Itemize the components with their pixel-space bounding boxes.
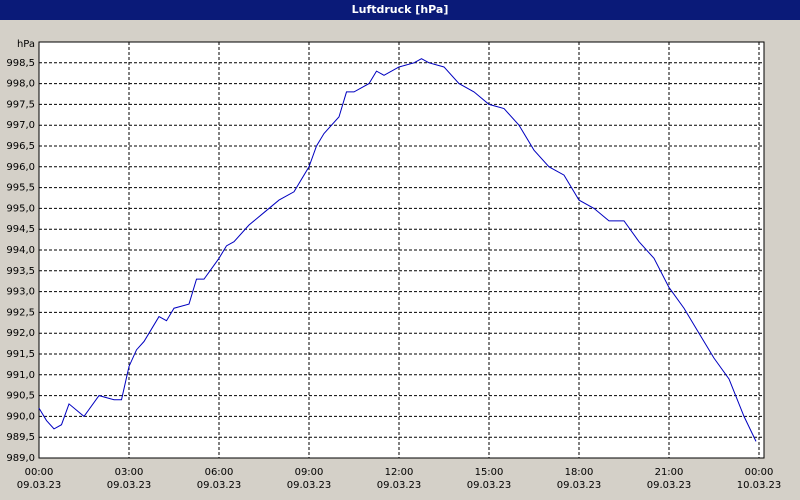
y-tick-label: 997,5 [6, 99, 35, 110]
y-tick-label: 991,0 [6, 370, 35, 381]
y-tick-label: 994,5 [6, 224, 35, 235]
y-tick-label: 989,5 [6, 432, 35, 443]
y-tick-label: 996,5 [6, 141, 35, 152]
x-tick-label: 21:00 09.03.23 [646, 467, 692, 491]
x-tick-label: 15:00 09.03.23 [466, 467, 512, 491]
y-tick-label: 992,0 [6, 328, 35, 339]
y-unit: hPa [17, 39, 35, 50]
y-tick-label: 993,0 [6, 287, 35, 298]
y-tick-label: 997,0 [6, 120, 35, 131]
x-tick-label: 09:00 09.03.23 [286, 467, 332, 491]
y-tick-label: 998,0 [6, 79, 35, 90]
x-tick-label: 00:00 10.03.23 [736, 467, 782, 491]
y-tick-label: 991,5 [6, 349, 35, 360]
y-tick-label: 994,0 [6, 245, 35, 256]
x-tick-label: 03:00 09.03.23 [106, 467, 152, 491]
y-tick-label: 990,0 [6, 411, 35, 422]
y-tick-label: 998,5 [6, 58, 35, 69]
data-line [38, 58, 757, 442]
x-tick-label: 12:00 09.03.23 [376, 467, 422, 491]
y-tick-label: 995,0 [6, 203, 35, 214]
y-tick-label: 996,0 [6, 162, 35, 173]
y-tick-label: 995,5 [6, 183, 35, 194]
x-tick-label: 18:00 09.03.23 [556, 467, 602, 491]
y-tick-label: 989,0 [6, 453, 35, 464]
y-tick-label: 992,5 [6, 307, 35, 318]
x-tick-label: 00:00 09.03.23 [16, 467, 62, 491]
x-tick-label: 06:00 09.03.23 [196, 467, 242, 491]
y-tick-label: 993,5 [6, 266, 35, 277]
title-bar: Luftdruck [hPa] [0, 0, 800, 20]
y-tick-label: 990,5 [6, 391, 35, 402]
